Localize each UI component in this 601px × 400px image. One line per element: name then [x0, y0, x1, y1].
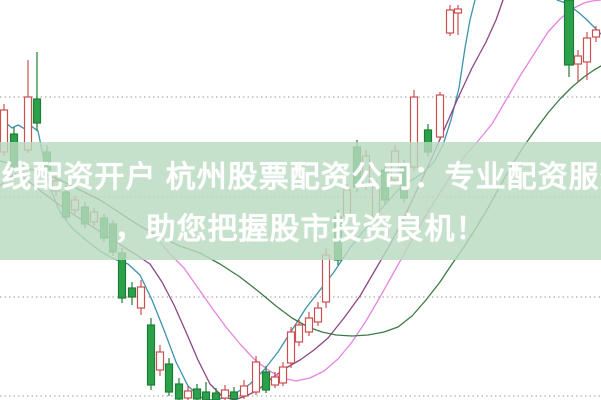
candle — [435, 92, 445, 140]
ma-long-pink — [147, 0, 601, 382]
candle — [445, 5, 455, 36]
candle — [211, 388, 221, 400]
candle — [294, 320, 304, 346]
candle — [229, 387, 239, 400]
candle — [270, 372, 280, 388]
promo-banner: 在线配资开户 杭州股票配资公司：专业配资服务 ，助您把握股市投资良机！ — [0, 142, 601, 260]
candle — [183, 386, 193, 400]
candle — [201, 382, 211, 400]
candle — [23, 60, 33, 153]
candle — [220, 385, 230, 400]
candle — [164, 358, 174, 396]
candle — [174, 378, 184, 400]
candle — [146, 318, 156, 390]
candle — [304, 312, 314, 336]
candle — [192, 384, 202, 400]
ma-short-teal-right — [556, 0, 601, 35]
candle — [251, 356, 261, 395]
banner-line-1: 在线配资开户 杭州股票配资公司：专业配资服务 — [0, 161, 601, 194]
candle — [582, 32, 592, 80]
candle — [286, 327, 296, 368]
candle — [155, 345, 165, 376]
candle — [573, 50, 583, 82]
candle — [278, 362, 288, 386]
banner-line-2: ，助您把握股市投资良机！ — [114, 213, 487, 246]
candle — [563, 0, 575, 77]
candle — [136, 280, 146, 315]
candle — [313, 302, 323, 326]
candle — [239, 380, 249, 399]
candle — [453, 5, 463, 35]
candle — [127, 282, 137, 305]
candle — [32, 52, 42, 131]
candle — [591, 26, 601, 42]
candle — [261, 366, 271, 393]
